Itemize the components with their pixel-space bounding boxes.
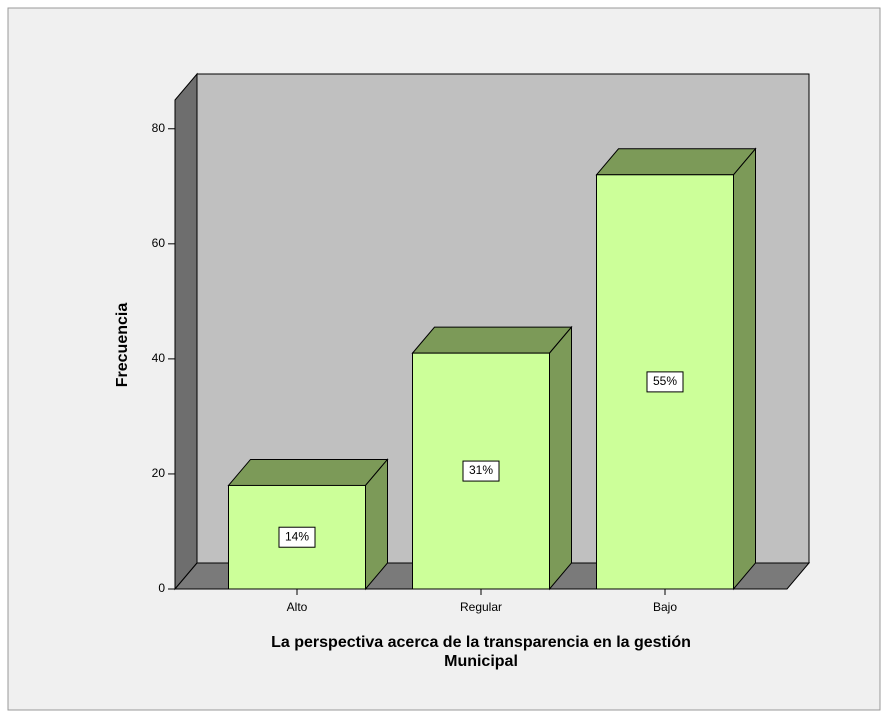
bar-side xyxy=(733,147,756,591)
y-tick-label: 80 xyxy=(152,121,166,135)
y-axis-title: Frecuencia xyxy=(114,303,131,388)
x-tick-label: Alto xyxy=(287,600,308,614)
data-label-box xyxy=(646,371,684,393)
bar-top xyxy=(595,148,757,176)
data-label: 14% xyxy=(285,529,309,543)
y-tick-label: 0 xyxy=(158,581,165,595)
x-tick-label: Regular xyxy=(460,600,502,614)
y-tick-label: 60 xyxy=(152,236,166,250)
x-axis-title: La perspectiva acerca de la transparenci… xyxy=(271,634,691,651)
data-label: 55% xyxy=(653,374,677,388)
bar-top xyxy=(411,326,573,354)
x-tick-label: Bajo xyxy=(653,600,677,614)
data-label-box xyxy=(278,526,316,548)
y-tick-label: 20 xyxy=(152,466,166,480)
data-label-box xyxy=(462,460,500,482)
bar-side xyxy=(549,325,572,591)
left-wall xyxy=(174,72,198,591)
bar-top xyxy=(227,458,389,486)
data-label: 31% xyxy=(469,463,493,477)
y-tick-label: 40 xyxy=(152,351,166,365)
x-axis-title: Municipal xyxy=(444,653,518,670)
